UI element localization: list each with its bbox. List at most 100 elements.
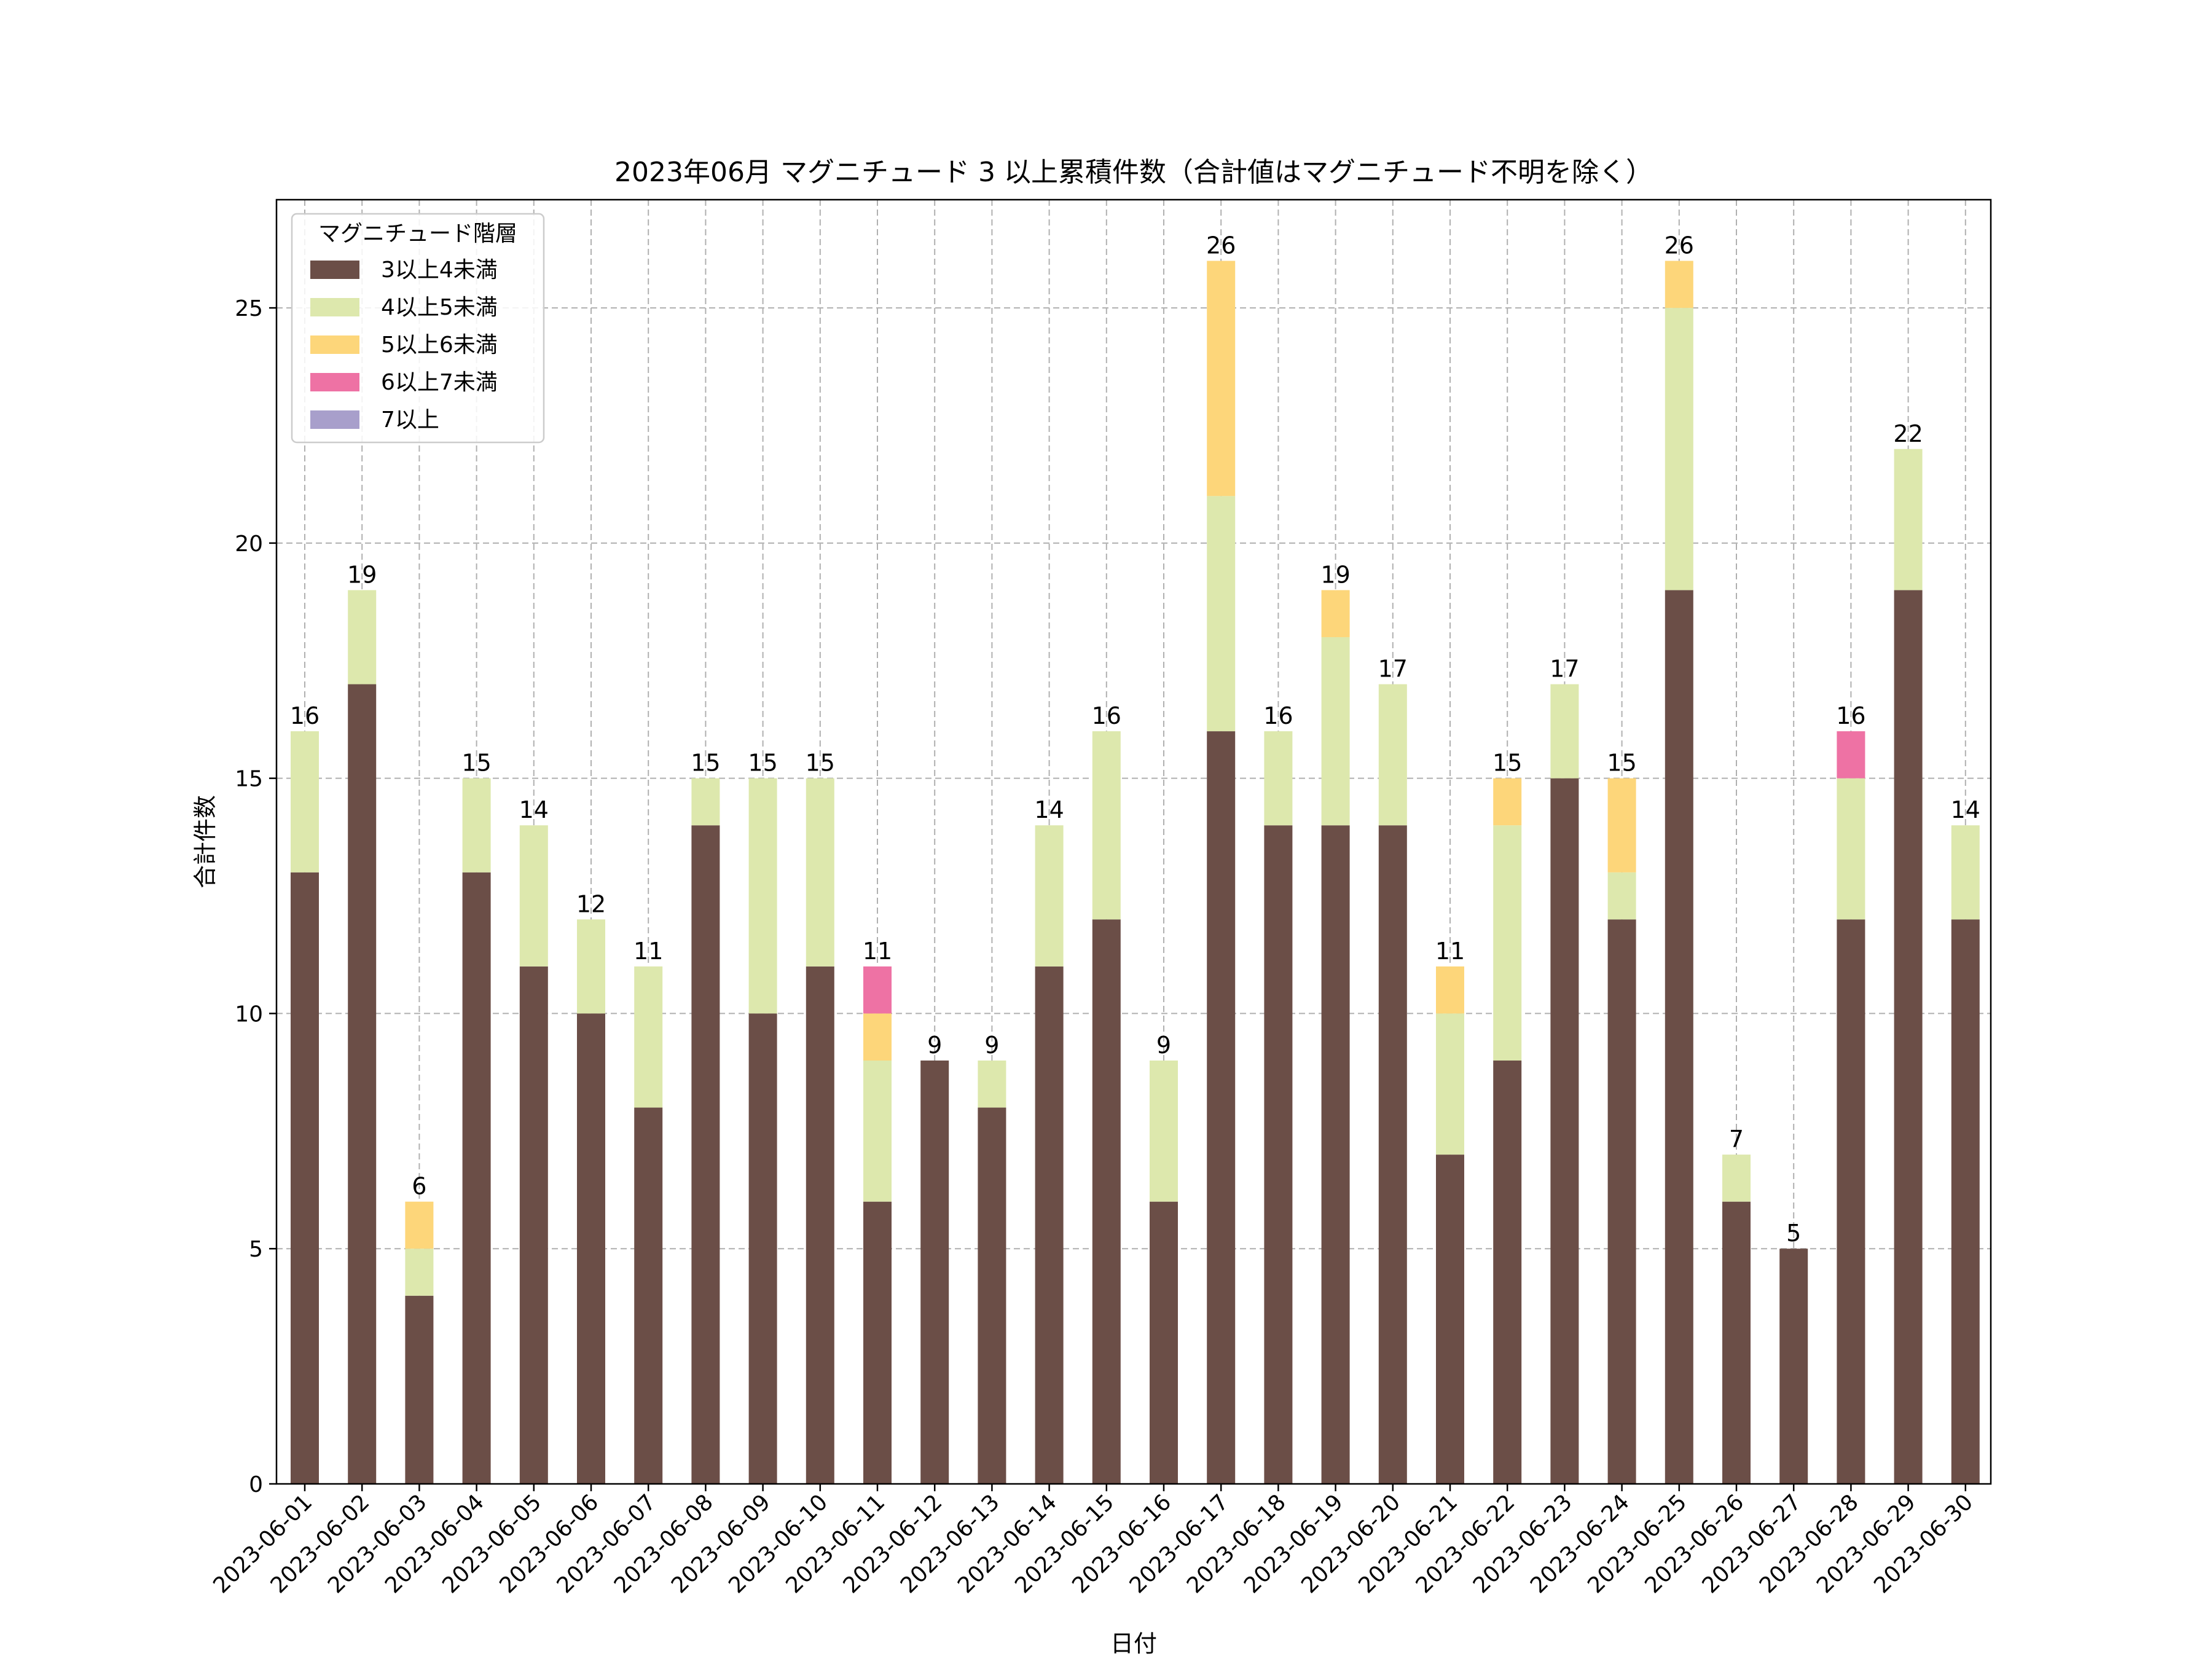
chart-title: 2023年06月 マグニチュード 3 以上累積件数（合計値はマグニチュード不明を… [614, 157, 1653, 188]
total-labels: 16 19 6 15 14 12 11 15 15 15 11 9 9 14 16 9 26 16 19 17 11 15… [290, 232, 1980, 1247]
total-label: 12 [576, 890, 606, 917]
total-label: 15 [691, 750, 720, 777]
total-label: 15 [1607, 750, 1636, 777]
bar-segment [1035, 966, 1064, 1484]
total-label: 15 [1492, 750, 1522, 777]
bar-segment [691, 778, 720, 826]
legend-swatch [310, 410, 359, 429]
total-label: 26 [1206, 232, 1236, 259]
total-label: 17 [1378, 656, 1408, 683]
bar-segment [1951, 825, 1980, 920]
total-label: 9 [927, 1032, 942, 1059]
bar-segment [1837, 731, 1865, 779]
bar-segment [863, 1013, 892, 1061]
bar-segment [1493, 778, 1522, 826]
bar-segment [1665, 261, 1693, 308]
bar-segment [1493, 1060, 1522, 1484]
bar-segment [1837, 778, 1865, 920]
bar-segment [519, 825, 548, 967]
y-axis: 0 5 10 15 20 25 [235, 296, 276, 1497]
x-axis-label: 日付 [1110, 1630, 1157, 1657]
legend-label: 4以上5未満 [381, 295, 498, 320]
total-label: 7 [1729, 1126, 1744, 1153]
bar-segment [1207, 261, 1236, 496]
bar-segment [1951, 919, 1980, 1484]
bar-segment [1321, 825, 1350, 1484]
total-label: 19 [347, 561, 377, 588]
y-tick-label: 10 [235, 1002, 263, 1027]
legend-title: マグニチュード階層 [318, 221, 517, 246]
bar-segment [1493, 825, 1522, 1061]
bar-segment [462, 872, 491, 1484]
total-label: 14 [1951, 796, 1980, 823]
bar-segment [1150, 1201, 1178, 1484]
bar-segment [1779, 1249, 1808, 1484]
bar-segment [920, 1060, 949, 1484]
bar-segment [1665, 308, 1693, 590]
bar-segment [806, 778, 834, 967]
y-tick-label: 0 [249, 1472, 263, 1497]
bar-segment [1264, 731, 1293, 826]
legend-swatch [310, 373, 359, 391]
bar-segment [577, 1013, 605, 1484]
total-label: 22 [1893, 420, 1923, 447]
bar-segment [1378, 825, 1407, 1484]
bar-segment [1436, 1013, 1464, 1155]
legend-swatch [310, 335, 359, 354]
legend-label: 5以上6未満 [381, 332, 498, 358]
total-label: 16 [1263, 702, 1293, 729]
bar-segment [978, 1107, 1006, 1484]
bar-segment [863, 1201, 892, 1484]
bar-segment [1607, 919, 1636, 1484]
total-label: 11 [633, 938, 663, 965]
bar-segment [1150, 1060, 1178, 1202]
bar-segment [1436, 1155, 1464, 1484]
bar-segment [634, 1107, 663, 1484]
bar-segment [978, 1060, 1006, 1108]
legend-swatch [310, 261, 359, 279]
bar-segment [1607, 872, 1636, 920]
total-label: 26 [1665, 232, 1694, 259]
total-label: 11 [1435, 938, 1465, 965]
total-label: 14 [1034, 796, 1064, 823]
bar-segment [1321, 590, 1350, 637]
bar-segment [577, 919, 605, 1014]
total-label: 19 [1320, 561, 1350, 588]
bar-segment [1550, 684, 1579, 779]
bar-segment [1321, 637, 1350, 826]
bar-segment [1207, 496, 1236, 732]
legend-label: 6以上7未満 [381, 370, 498, 395]
bar-segment [863, 1060, 892, 1202]
bar-segment [348, 684, 377, 1484]
total-label: 9 [1156, 1032, 1171, 1059]
bar-segment [405, 1201, 434, 1249]
bars [291, 261, 1980, 1484]
total-label: 5 [1786, 1220, 1801, 1247]
bar-segment [348, 590, 377, 684]
bar-segment [1207, 731, 1236, 1484]
legend-swatch [310, 298, 359, 316]
bar-segment [1722, 1155, 1751, 1202]
bar-segment [748, 1013, 777, 1484]
bar-segment [519, 966, 548, 1484]
legend-label: 7以上 [381, 407, 439, 433]
total-label: 14 [519, 796, 549, 823]
y-tick-label: 5 [249, 1237, 263, 1262]
total-label: 16 [1836, 702, 1865, 729]
bar-segment [405, 1295, 434, 1484]
bar-segment [634, 966, 663, 1108]
bar-segment [863, 966, 892, 1014]
bar-segment [1264, 825, 1293, 1484]
bar-segment [1665, 590, 1693, 1484]
bar-segment [405, 1249, 434, 1296]
bar-segment [1894, 449, 1923, 590]
legend: マグニチュード階層 3以上4未満 4以上5未満 5以上6未満 6以上7未満 7以上 [291, 213, 545, 444]
plot-frame [275, 198, 1992, 1485]
total-label: 15 [748, 750, 777, 777]
bar-segment [1607, 778, 1636, 873]
total-label: 15 [461, 750, 491, 777]
bar-segment [1837, 919, 1865, 1484]
bar-segment [1092, 731, 1121, 920]
bar-segment [691, 825, 720, 1484]
bar-segment [291, 731, 319, 873]
